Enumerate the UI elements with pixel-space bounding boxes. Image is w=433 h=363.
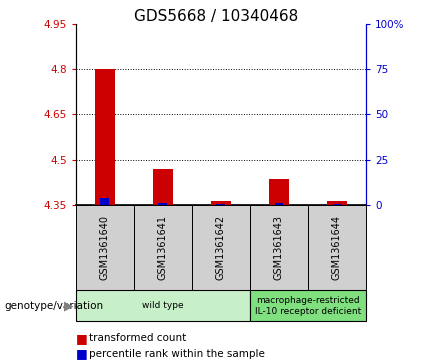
Text: GSM1361640: GSM1361640 [100,215,110,280]
Text: ■: ■ [76,332,87,345]
Bar [95,69,115,205]
Text: genotype/variation: genotype/variation [4,301,103,311]
Bar [192,205,250,290]
Bar [327,201,347,205]
Text: GSM1361644: GSM1361644 [332,215,342,280]
Bar [76,205,134,290]
Text: transformed count: transformed count [89,333,186,343]
Bar [308,205,366,290]
Text: GSM1361643: GSM1361643 [274,215,284,280]
Text: ▶: ▶ [64,299,73,312]
Bar [275,203,283,205]
Text: GSM1361641: GSM1361641 [158,215,168,280]
Bar [269,179,289,205]
Bar [216,204,225,205]
Bar [333,204,341,205]
Bar [211,201,231,205]
Text: percentile rank within the sample: percentile rank within the sample [89,349,265,359]
Bar [250,205,308,290]
Text: macrophage-restricted
IL-10 receptor deficient: macrophage-restricted IL-10 receptor def… [255,296,361,315]
Bar [250,290,366,321]
Text: GDS5668 / 10340468: GDS5668 / 10340468 [134,9,299,24]
Text: wild type: wild type [142,301,184,310]
Bar [153,169,173,205]
Bar [134,205,192,290]
Text: ■: ■ [76,347,87,360]
Bar [76,290,250,321]
Bar [100,197,109,205]
Text: GSM1361642: GSM1361642 [216,215,226,280]
Bar [158,203,167,205]
